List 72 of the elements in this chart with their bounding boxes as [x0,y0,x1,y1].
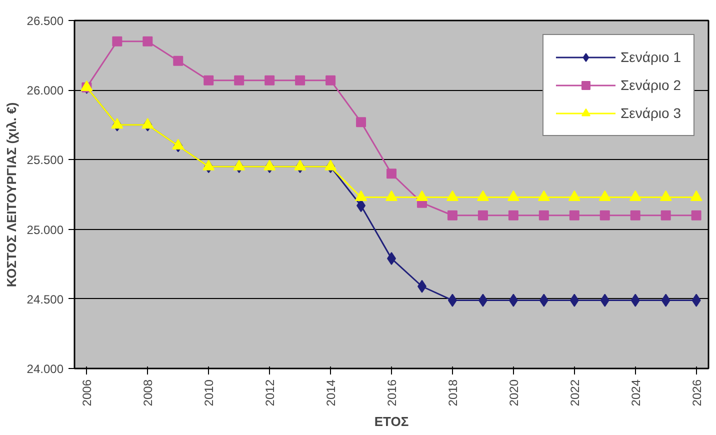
point [142,36,153,46]
point [630,294,640,307]
point [507,190,520,201]
point [172,138,184,150]
point [446,190,458,201]
point [234,75,244,86]
point [111,118,124,129]
point [264,75,275,86]
x-tick-label: 2022 [568,379,582,406]
point [202,160,215,170]
y-tick-label: 25.500 [26,153,64,168]
point [568,190,580,201]
point [204,75,214,86]
y-tick-label: 24.500 [26,292,64,306]
point [538,210,549,220]
point [295,75,306,86]
point [324,160,337,170]
point [660,210,671,220]
point [691,210,702,220]
point [294,160,306,170]
point [478,210,488,220]
legend-label: Σενάριο 2 [620,77,681,93]
point [355,190,368,201]
point [660,190,672,201]
x-tick-label: 2024 [628,379,643,406]
point [598,190,611,201]
y-tick-label: 24.000 [26,362,64,376]
x-tick-label: 2014 [324,379,338,406]
point [508,210,518,220]
point [447,210,458,220]
x-tick-label: 2012 [263,379,278,406]
x-tick-label: 2016 [385,379,399,406]
x-tick-label: 2008 [141,379,156,406]
point [417,280,426,293]
x-tick-label: 2018 [446,379,460,406]
point [386,168,396,179]
point [173,56,184,66]
y-tick-label: 26.500 [26,14,64,28]
x-axis-title: ΕΤΟΣ [374,414,409,430]
point [630,210,640,220]
point [508,294,518,307]
point [539,294,548,307]
point [600,210,610,220]
point [538,190,550,201]
point [356,117,366,128]
x-tick-label: 2026 [690,379,704,406]
point [264,160,276,170]
legend-label: Σενάριο 3 [620,105,681,121]
point [233,160,246,170]
point [142,118,154,129]
point [386,190,398,201]
point [416,190,428,201]
point [112,36,122,46]
point [690,190,702,201]
point [448,294,457,307]
legend-label: Σενάριο 1 [620,49,681,65]
point [692,294,701,307]
point [600,294,610,307]
point [326,75,336,86]
point [570,294,579,307]
point [661,294,670,307]
point [629,190,642,201]
y-axis-title: ΚΟΣΤΟΣ ΛΕΙΤΟΥΡΓΙΑΣ (χιλ. €) [4,102,19,288]
x-tick-label: 2010 [202,379,216,406]
point [476,190,489,201]
point [478,294,488,307]
x-tick-label: 2020 [506,379,521,406]
point [569,210,580,220]
y-tick-label: 25.000 [26,222,64,237]
x-tick-label: 2006 [80,379,94,406]
y-tick-label: 26.000 [26,84,64,98]
point [356,199,366,212]
